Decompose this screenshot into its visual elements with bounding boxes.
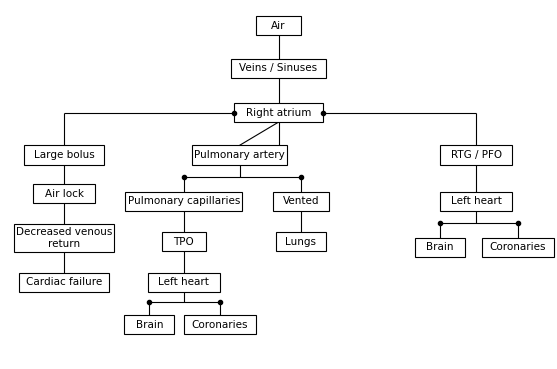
- Text: Coronaries: Coronaries: [192, 320, 248, 330]
- FancyBboxPatch shape: [14, 224, 114, 252]
- Text: Left heart: Left heart: [451, 196, 502, 206]
- FancyBboxPatch shape: [124, 315, 174, 334]
- Text: Pulmonary capillaries: Pulmonary capillaries: [128, 196, 240, 206]
- Text: Air lock: Air lock: [45, 189, 84, 199]
- FancyBboxPatch shape: [192, 145, 287, 165]
- Text: Decreased venous
return: Decreased venous return: [16, 227, 113, 249]
- FancyBboxPatch shape: [148, 273, 220, 292]
- FancyBboxPatch shape: [231, 59, 326, 78]
- Text: TPO: TPO: [173, 237, 194, 247]
- Text: Pulmonary artery: Pulmonary artery: [194, 150, 285, 160]
- FancyBboxPatch shape: [162, 232, 206, 251]
- FancyBboxPatch shape: [482, 238, 554, 257]
- FancyBboxPatch shape: [415, 238, 465, 257]
- Text: Coronaries: Coronaries: [490, 242, 546, 252]
- Text: Vented: Vented: [282, 196, 319, 206]
- Text: RTG / PFO: RTG / PFO: [451, 150, 502, 160]
- Text: Brain: Brain: [135, 320, 163, 330]
- FancyBboxPatch shape: [33, 184, 95, 203]
- FancyBboxPatch shape: [440, 145, 512, 165]
- FancyBboxPatch shape: [276, 232, 326, 251]
- Text: Brain: Brain: [426, 242, 454, 252]
- FancyBboxPatch shape: [234, 103, 323, 122]
- Text: Cardiac failure: Cardiac failure: [26, 277, 102, 287]
- Text: Lungs: Lungs: [285, 237, 316, 247]
- FancyBboxPatch shape: [273, 192, 329, 211]
- FancyBboxPatch shape: [125, 192, 242, 211]
- Text: Large bolus: Large bolus: [33, 150, 95, 160]
- FancyBboxPatch shape: [256, 16, 301, 35]
- Text: Air: Air: [271, 21, 286, 31]
- Text: Right atrium: Right atrium: [246, 107, 311, 118]
- FancyBboxPatch shape: [24, 145, 105, 165]
- FancyBboxPatch shape: [19, 273, 109, 292]
- FancyBboxPatch shape: [184, 315, 256, 334]
- FancyBboxPatch shape: [440, 192, 512, 211]
- Text: Veins / Sinuses: Veins / Sinuses: [240, 63, 317, 73]
- Text: Left heart: Left heart: [158, 277, 209, 287]
